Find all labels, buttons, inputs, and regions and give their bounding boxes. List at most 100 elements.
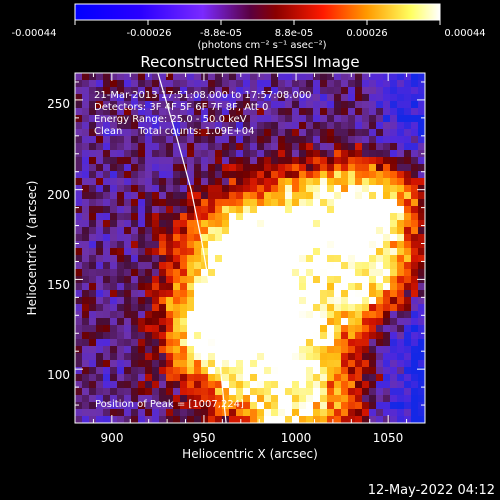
heatmap-cell xyxy=(229,227,237,235)
heatmap-cell xyxy=(75,227,83,235)
heatmap-cell xyxy=(327,367,335,375)
heatmap-cell xyxy=(117,129,125,137)
heatmap-cell xyxy=(187,234,195,242)
heatmap-cell xyxy=(110,227,118,235)
heatmap-cell xyxy=(131,402,139,410)
heatmap-cell xyxy=(89,402,97,410)
heatmap-cell xyxy=(201,87,209,95)
heatmap-cell xyxy=(313,234,321,242)
heatmap-cell xyxy=(369,171,377,179)
heatmap-cell xyxy=(229,339,237,347)
heatmap-cell xyxy=(138,164,146,172)
heatmap-cell xyxy=(292,325,300,333)
heatmap-cell xyxy=(208,164,216,172)
heatmap-cell xyxy=(173,248,181,256)
heatmap-cell xyxy=(278,353,286,361)
heatmap-cell xyxy=(362,339,370,347)
heatmap-cell xyxy=(222,227,230,235)
heatmap-cell xyxy=(264,87,272,95)
heatmap-cell xyxy=(117,234,125,242)
heatmap-cell xyxy=(376,122,384,130)
heatmap-cell xyxy=(173,171,181,179)
heatmap-cell xyxy=(418,199,425,207)
heatmap-cell xyxy=(201,241,209,249)
heatmap-cell xyxy=(306,339,314,347)
y-axis-label: Heliocentric Y (arcsec) xyxy=(25,181,39,316)
heatmap-cell xyxy=(257,367,265,375)
heatmap-cell xyxy=(152,108,160,116)
heatmap-cell xyxy=(411,297,419,305)
heatmap-cell xyxy=(383,178,391,186)
heatmap-cell xyxy=(362,332,370,340)
heatmap-cell xyxy=(187,157,195,165)
heatmap-cell xyxy=(341,374,349,382)
heatmap-cell xyxy=(418,108,425,116)
heatmap-cell xyxy=(383,206,391,214)
heatmap-cell xyxy=(271,339,279,347)
heatmap-cell xyxy=(404,409,412,417)
heatmap-cell xyxy=(264,262,272,270)
heatmap-cell xyxy=(292,80,300,88)
heatmap-cell xyxy=(390,213,398,221)
heatmap-cell xyxy=(243,318,251,326)
heatmap-cell xyxy=(187,192,195,200)
heatmap-cell xyxy=(418,136,425,144)
heatmap-cell xyxy=(117,283,125,291)
heatmap-cell xyxy=(208,283,216,291)
heatmap-cell xyxy=(355,346,363,354)
heatmap-cell xyxy=(117,325,125,333)
heatmap-cell xyxy=(103,129,111,137)
heatmap-cell xyxy=(369,122,377,130)
heatmap-cell xyxy=(208,220,216,228)
heatmap-cell xyxy=(376,395,384,403)
heatmap-cell xyxy=(159,192,167,200)
heatmap-cell xyxy=(180,388,188,396)
heatmap-cell xyxy=(159,388,167,396)
heatmap-cell xyxy=(285,367,293,375)
heatmap-cell xyxy=(208,416,216,423)
heatmap-cell xyxy=(89,255,97,263)
heatmap-cell xyxy=(201,213,209,221)
heatmap-cell xyxy=(138,346,146,354)
heatmap-cell xyxy=(89,143,97,151)
heatmap-cell xyxy=(292,101,300,109)
heatmap-cell xyxy=(82,255,90,263)
heatmap-cell xyxy=(320,220,328,228)
heatmap-cell xyxy=(355,395,363,403)
heatmap-cell xyxy=(257,129,265,137)
heatmap-cell xyxy=(187,94,195,102)
heatmap-cell xyxy=(159,332,167,340)
heatmap-cell xyxy=(285,297,293,305)
heatmap-cell xyxy=(173,339,181,347)
heatmap-cell xyxy=(110,395,118,403)
heatmap-cell xyxy=(299,122,307,130)
annotation-energy-range: Energy Range: 25.0 - 50.0 keV xyxy=(94,114,247,125)
colorbar-tick-label: -0.00026 xyxy=(127,28,172,39)
heatmap-cell xyxy=(222,297,230,305)
heatmap-cell xyxy=(138,87,146,95)
heatmap-cell xyxy=(82,199,90,207)
heatmap-cell xyxy=(82,311,90,319)
heatmap-cell xyxy=(264,220,272,228)
heatmap-cell xyxy=(383,73,391,81)
heatmap-cell xyxy=(243,73,251,81)
heatmap-cell xyxy=(96,185,104,193)
heatmap-cell xyxy=(194,122,202,130)
heatmap-cell xyxy=(264,416,272,423)
heatmap-cell xyxy=(236,101,244,109)
heatmap-cell xyxy=(166,416,174,423)
heatmap-cell xyxy=(264,101,272,109)
heatmap-cell xyxy=(117,248,125,256)
heatmap-cell xyxy=(355,115,363,123)
heatmap-cell xyxy=(138,73,146,81)
heatmap-cell xyxy=(404,73,412,81)
heatmap-cell xyxy=(285,381,293,389)
heatmap-cell xyxy=(306,199,314,207)
heatmap-cell xyxy=(243,276,251,284)
heatmap-cell xyxy=(292,311,300,319)
heatmap-cell xyxy=(96,388,104,396)
heatmap-cell xyxy=(355,283,363,291)
heatmap-cell xyxy=(327,73,335,81)
heatmap-cell xyxy=(411,304,419,312)
